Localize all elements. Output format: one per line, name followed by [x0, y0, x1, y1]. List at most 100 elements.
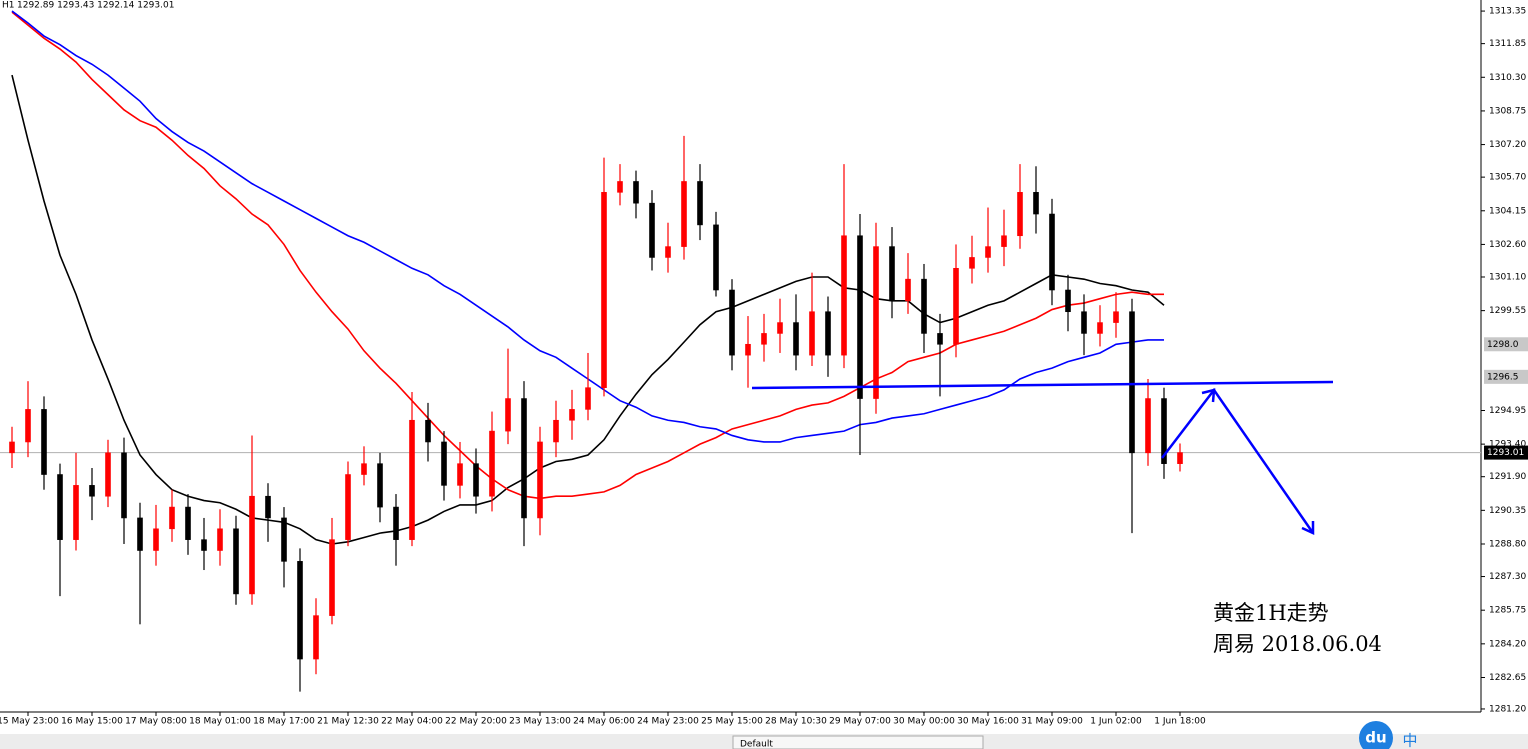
header-symbol: H1: [2, 1, 15, 11]
x-tick-label: 1 Jun 18:00: [1154, 717, 1206, 727]
y-tick-label: 1282.65: [1489, 673, 1526, 683]
candle-body: [217, 528, 223, 551]
x-tick-label: 15 May 23:00: [0, 717, 59, 727]
candle-body: [537, 441, 543, 519]
candle-body: [1097, 322, 1103, 334]
candle-body: [905, 278, 911, 302]
candle-body: [585, 387, 591, 410]
candle-body: [841, 235, 847, 356]
candle-body: [633, 181, 639, 204]
candle-body: [1177, 452, 1183, 464]
y-tick-label: 1285.75: [1489, 606, 1526, 616]
y-tick-label: 1304.15: [1489, 206, 1526, 216]
x-tick-label: 28 May 10:30: [765, 717, 827, 727]
candle-body: [665, 246, 671, 258]
candle-body: [73, 485, 79, 540]
x-tick-label: 29 May 07:00: [829, 717, 891, 727]
y-tick-label: 1308.75: [1489, 106, 1526, 116]
candle-body: [953, 268, 959, 345]
candle-body: [9, 441, 15, 454]
candle-body: [809, 311, 815, 356]
candle-body: [617, 181, 623, 193]
candle-body: [1081, 311, 1087, 334]
candle-body: [105, 452, 111, 497]
y-tick-label: 1284.20: [1489, 639, 1526, 649]
candle-body: [313, 615, 319, 660]
candle-body: [265, 495, 271, 519]
candle-body: [1129, 311, 1135, 454]
trend-drawing: [751, 380, 1334, 535]
x-tick-label: 18 May 01:00: [189, 717, 251, 727]
x-tick-label: 18 May 17:00: [253, 717, 315, 727]
y-tick-label: 1305.70: [1489, 173, 1526, 183]
x-tick-label: 30 May 00:00: [893, 717, 955, 727]
price-tag: [1484, 337, 1528, 352]
moving-average: [11, 11, 1164, 500]
annotation: 周易 2018.06.04: [1213, 632, 1382, 656]
candle-body: [1049, 213, 1055, 291]
candle-body: [825, 311, 831, 356]
candle-body: [1001, 235, 1007, 247]
candle-body: [1113, 311, 1119, 323]
y-tick-label: 1291.90: [1489, 472, 1526, 482]
arrow-head: [1301, 521, 1315, 535]
candle-body: [409, 419, 415, 540]
x-tick-label: 1 Jun 02:00: [1090, 717, 1142, 727]
candle-body: [281, 517, 287, 562]
x-tick-label: 31 May 09:00: [1021, 717, 1083, 727]
ime-label[interactable]: 中: [1402, 732, 1417, 749]
y-tick-label: 1311.85: [1489, 39, 1526, 49]
candle-body: [377, 463, 383, 508]
y-tick-label: 1299.55: [1489, 306, 1526, 316]
x-tick-label: 24 May 23:00: [637, 717, 699, 727]
candle-body: [473, 463, 479, 497]
candle-body: [681, 181, 687, 247]
candle-body: [569, 409, 575, 421]
candle-body: [553, 419, 559, 443]
candle-body: [777, 322, 783, 334]
candle-body: [1065, 289, 1071, 313]
candle-body: [233, 528, 239, 595]
neckline: [751, 380, 1334, 390]
candles: [9, 135, 1183, 692]
candle-body: [457, 463, 463, 486]
candle-body: [41, 409, 47, 475]
last-price-label: 1293.01: [1487, 448, 1524, 458]
candle-body: [1017, 192, 1023, 237]
candle-body: [857, 235, 863, 399]
x-tick-label: 24 May 06:00: [573, 717, 635, 727]
header-ohlc: 1292.89 1293.43 1292.14 1293.01: [17, 1, 174, 11]
candle-body: [745, 343, 751, 356]
y-tick-label: 1307.20: [1489, 140, 1526, 150]
candle-body: [1145, 398, 1151, 454]
y-tick-label: 1302.60: [1489, 240, 1526, 250]
candle-body: [505, 398, 511, 432]
candle-body: [137, 517, 143, 551]
candle-body: [889, 246, 895, 302]
x-tick-label: 22 May 04:00: [381, 717, 443, 727]
candle-body: [89, 485, 95, 497]
x-tick-label: 23 May 13:00: [509, 717, 571, 727]
tab[interactable]: [732, 735, 984, 749]
candle-body: [249, 495, 255, 595]
candle-body: [601, 192, 607, 388]
y-tick-label: 1310.30: [1489, 73, 1526, 83]
candle-body: [297, 561, 303, 660]
candle-body: [1161, 398, 1167, 464]
candle-body: [57, 474, 63, 540]
candle-body: [713, 224, 719, 291]
candle-body: [697, 181, 703, 226]
candle-body: [729, 289, 735, 356]
candle-body: [361, 463, 367, 475]
logo[interactable]: [1359, 721, 1393, 749]
candle-body: [969, 257, 975, 269]
candle-body: [185, 506, 191, 540]
y-tick-label: 1281.20: [1489, 704, 1526, 714]
y-tick-label: 1313.35: [1489, 7, 1526, 17]
candle-body: [649, 202, 655, 258]
candle-body: [25, 409, 31, 443]
candle-body: [985, 246, 991, 258]
y-tick-label: 1294.95: [1489, 406, 1526, 416]
